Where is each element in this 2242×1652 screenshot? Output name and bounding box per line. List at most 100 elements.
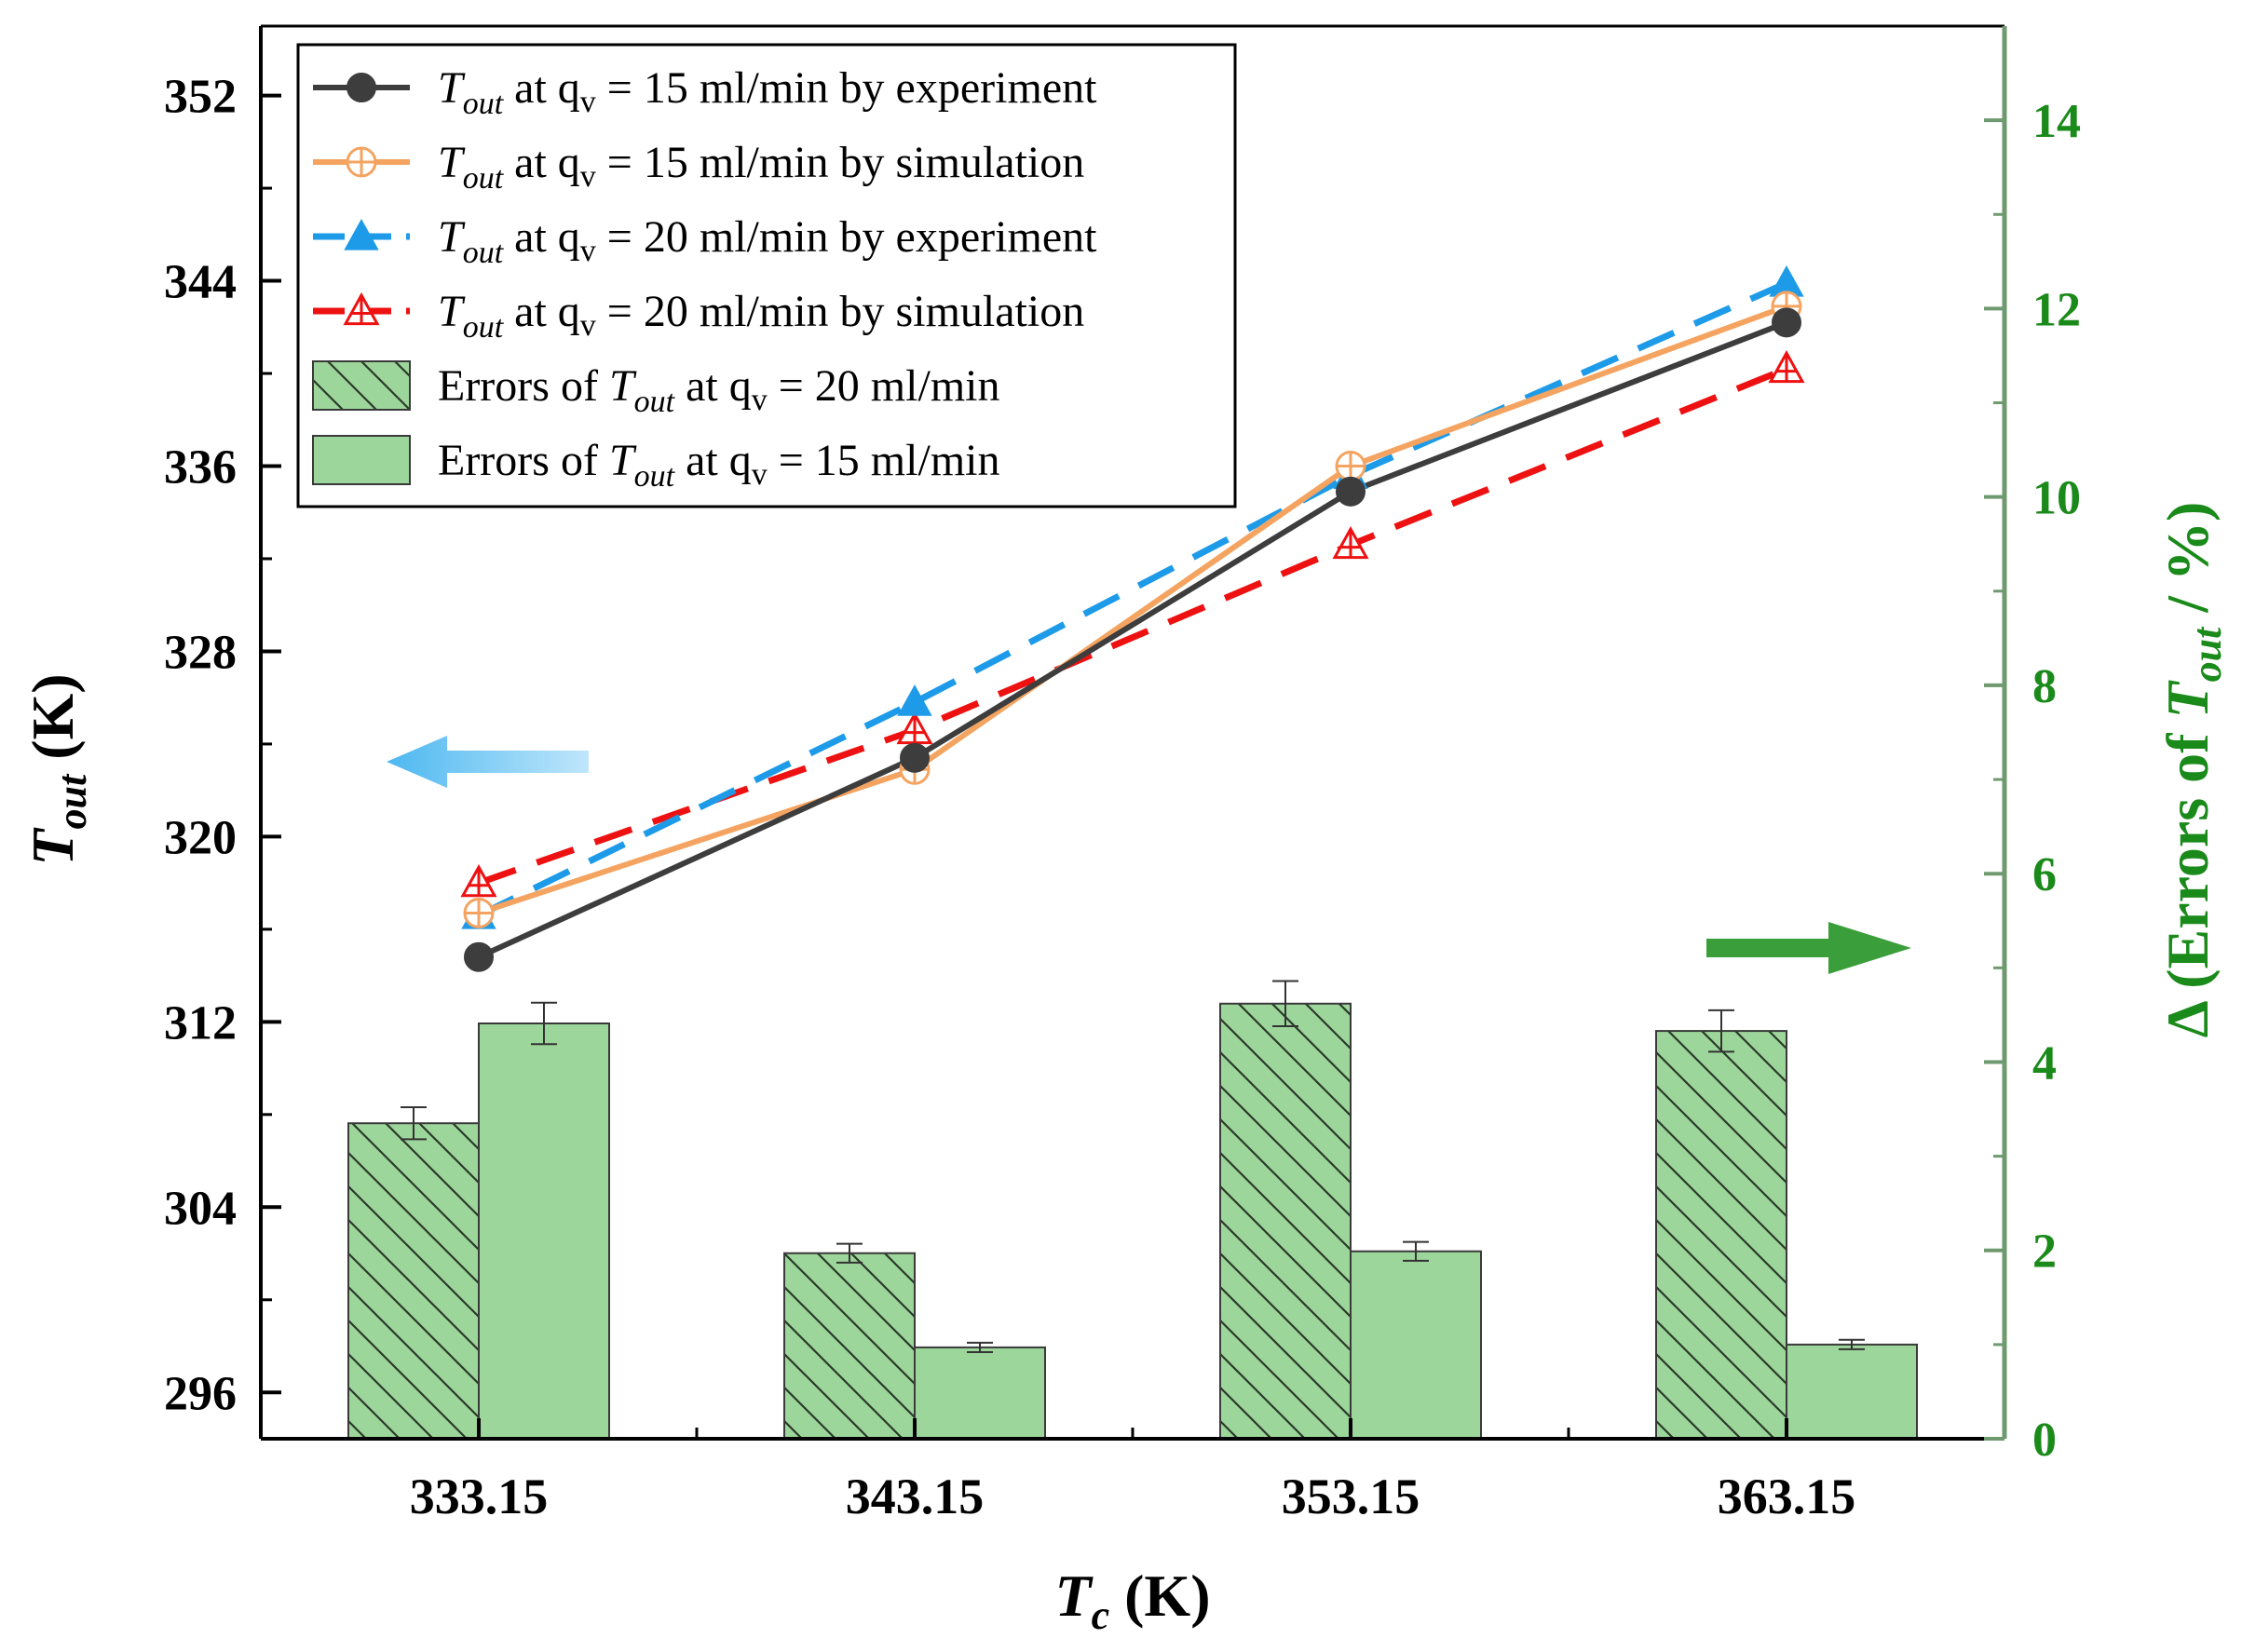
legend-label-var-3: T xyxy=(438,287,466,336)
legend-bar-label-var-0: T xyxy=(609,361,637,411)
legend-label-qsub-0: v xyxy=(580,85,596,119)
left-tick-label-6: 344 xyxy=(164,256,237,309)
legend-label-pre-2: at q xyxy=(503,212,580,262)
x-axis-title: Tc (K) xyxy=(1054,1563,1210,1638)
legend-marker-2 xyxy=(344,218,379,251)
x-tick-label-1: 343.15 xyxy=(846,1469,985,1524)
right-axis-title-suffix: / %) xyxy=(2154,502,2221,628)
left-axis-title-sub: out xyxy=(49,773,95,829)
legend-label-pre-3: at q xyxy=(503,287,580,336)
bar-s0-2 xyxy=(1219,1002,1352,1441)
right-tick-label-5: 10 xyxy=(2032,472,2081,525)
legend-label-post-2: = 20 ml/min by experiment xyxy=(596,212,1097,262)
series-line-1 xyxy=(478,304,1788,916)
legend-marker-1 xyxy=(346,146,377,178)
legend-bar-label-0: Errors of Tout at qv = 20 ml/min xyxy=(438,361,999,419)
legend-bar-label-var-1: T xyxy=(609,436,637,485)
legend-label-var-2: T xyxy=(438,212,466,262)
right-tick-label-2: 4 xyxy=(2032,1036,2057,1090)
point-s0-1 xyxy=(900,742,930,773)
right-tick-label-3: 6 xyxy=(2032,848,2057,901)
legend-marker-0 xyxy=(346,73,376,102)
right-tick-label-4: 8 xyxy=(2032,660,2057,713)
right-tick-label-7: 14 xyxy=(2032,95,2081,148)
point-s3-0 xyxy=(460,864,497,898)
point-s0-1-shape xyxy=(900,742,930,773)
legend-label-pre-0: at q xyxy=(503,63,580,113)
bar-s1-2 xyxy=(1350,1250,1482,1440)
right-axis-title-var: T xyxy=(2154,680,2221,719)
legend-label-post-3: = 20 ml/min by simulation xyxy=(596,287,1084,336)
legend-label-sub-2: out xyxy=(463,236,505,270)
legend-bar-label-pre-0: Errors of xyxy=(438,361,609,411)
series-line-0 xyxy=(477,319,1788,960)
left-tick-label-1: 304 xyxy=(164,1182,237,1235)
legend-label-qsub-2: v xyxy=(580,234,596,268)
legend-marker-3 xyxy=(343,291,380,326)
legend-label-1: Tout at qv = 15 ml/min by simulation xyxy=(438,138,1084,196)
legend-label-2: Tout at qv = 20 ml/min by experiment xyxy=(438,212,1097,270)
left-arrow-icon xyxy=(387,736,589,788)
left-tick-label-2: 312 xyxy=(164,996,237,1049)
x-tick-label-2: 353.15 xyxy=(1282,1469,1420,1524)
legend-bar-label-1: Errors of Tout at qv = 15 ml/min xyxy=(438,436,999,494)
axes-layer: 296 304 312 320 328 336 344 352 0 2 4 6 8 10 12 14 333.1… xyxy=(20,24,2230,1638)
left-tick-label-7: 352 xyxy=(164,71,237,124)
bar-s0-3 xyxy=(1655,1030,1787,1440)
legend-label-qsub-3: v xyxy=(580,308,596,343)
point-s3-3 xyxy=(1768,349,1805,384)
point-s3-2 xyxy=(1332,525,1369,560)
point-s3-1 xyxy=(896,711,933,745)
legend-bar-label-qsub-1: v xyxy=(752,457,768,492)
point-s0-2-shape xyxy=(1336,476,1366,507)
left-axis-title: Tout (K) xyxy=(20,673,95,865)
legend-label-var-0: T xyxy=(438,63,466,113)
legend-label-sub-1: out xyxy=(463,161,505,196)
left-tick-label-4: 328 xyxy=(164,626,237,679)
x-axis-title-unit: (K) xyxy=(1109,1563,1210,1629)
point-s0-0-shape xyxy=(464,941,494,972)
point-s1-2 xyxy=(1335,451,1366,482)
legend-bar-label-post-1: = 15 ml/min xyxy=(768,436,1000,485)
point-s0-0 xyxy=(464,941,494,972)
point-s2-1-shape xyxy=(897,684,932,716)
lines-layer xyxy=(460,264,1805,972)
legend-label-post-1: = 15 ml/min by simulation xyxy=(596,138,1084,187)
right-arrow-icon xyxy=(1706,922,1911,974)
left-tick-label-5: 336 xyxy=(164,441,237,494)
legend-marker-0-shape xyxy=(346,73,376,102)
right-axis-title-prefix: Δ (Errors of xyxy=(2154,719,2221,1038)
right-tick-label-1: 2 xyxy=(2032,1225,2057,1279)
point-s0-3 xyxy=(1772,307,1801,338)
legend-box xyxy=(296,43,1237,508)
x-tick-label-3: 363.15 xyxy=(1718,1469,1856,1524)
legend-bar-label-qsub-0: v xyxy=(752,383,768,417)
legend-label-3: Tout at qv = 20 ml/min by simulation xyxy=(438,287,1084,345)
point-s0-2 xyxy=(1336,476,1366,507)
legend-label-qsub-1: v xyxy=(580,159,596,194)
left-tick-label-3: 320 xyxy=(164,811,237,864)
legend-swatch-1 xyxy=(312,435,411,485)
legend-label-0: Tout at qv = 15 ml/min by experiment xyxy=(438,63,1097,121)
left-tick-label-0: 296 xyxy=(164,1367,237,1420)
legend-bar-label-mid-1: at q xyxy=(674,436,752,485)
left-axis-title-unit: (K) xyxy=(20,673,86,774)
legend-bar-label-sub-0: out xyxy=(634,385,676,419)
right-axis-title-sub: out xyxy=(2184,626,2230,682)
point-s2-1 xyxy=(897,684,932,716)
legend-bar-label-pre-1: Errors of xyxy=(438,436,609,485)
x-axis-title-sub: c xyxy=(1092,1592,1110,1638)
point-s0-3-shape xyxy=(1772,307,1801,338)
legend-bar-label-sub-1: out xyxy=(634,459,676,494)
legend-swatch-0 xyxy=(312,360,411,411)
x-axis-title-var: T xyxy=(1054,1563,1094,1629)
left-axis-title-var: T xyxy=(20,827,86,866)
legend: Tout at qv = 15 ml/min by experimentTout… xyxy=(296,43,1237,508)
legend-marker-2-shape xyxy=(344,218,379,251)
bar-s1-1 xyxy=(914,1346,1046,1440)
right-tick-label-0: 0 xyxy=(2032,1414,2057,1467)
right-axis-title: Δ (Errors of Tout / %) xyxy=(2154,502,2230,1038)
point-s1-0 xyxy=(463,897,495,928)
x-tick-label-0: 333.15 xyxy=(410,1469,549,1524)
